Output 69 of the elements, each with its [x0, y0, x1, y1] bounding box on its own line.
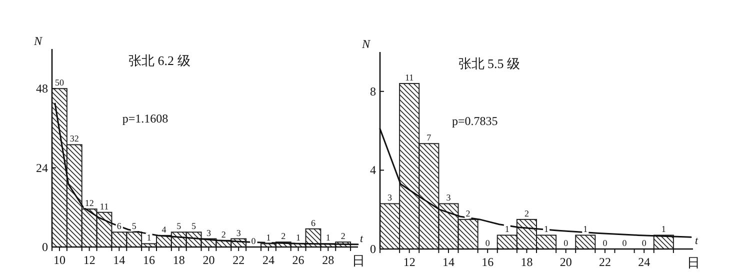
- x-tick-label: 22: [598, 255, 611, 269]
- line-series: [54, 102, 359, 246]
- x-tick-label: 26: [292, 253, 304, 267]
- y-axis-title: N: [32, 34, 43, 48]
- data-label: 2: [466, 208, 470, 218]
- data-label: 50: [54, 78, 64, 88]
- y-tick-label: 8: [370, 84, 376, 98]
- data-label: 5: [192, 221, 196, 232]
- data-label: 3: [388, 192, 392, 203]
- y-tick-label: 0: [42, 240, 48, 254]
- y-tick-label: 48: [36, 82, 48, 96]
- data-label: 2: [221, 229, 226, 240]
- data-label: 1: [583, 224, 588, 234]
- chart-title: 张北 6.2 级: [128, 52, 190, 68]
- data-label: 0: [564, 238, 568, 248]
- data-label: 2: [340, 231, 346, 242]
- x-tick-label: 22: [232, 253, 245, 267]
- y-tick-label: 4: [370, 163, 376, 178]
- data-label: 5: [132, 221, 136, 232]
- data-label: 1: [266, 232, 271, 243]
- data-label: 32: [70, 134, 79, 144]
- data-label: 11: [405, 72, 414, 83]
- data-label: 0: [251, 236, 256, 246]
- data-label: 1: [661, 224, 666, 234]
- data-label: 3: [446, 192, 451, 203]
- data-label: 6: [310, 218, 316, 228]
- x-tick-label: 12: [83, 253, 96, 267]
- y-tick-label: 0: [370, 242, 376, 256]
- x-tick-label: 24: [262, 253, 274, 267]
- annotation: p=0.7835: [452, 114, 498, 128]
- x-tick-label: 14: [442, 255, 454, 269]
- data-label: 5: [176, 221, 182, 232]
- x-tick-label: 20: [560, 255, 572, 269]
- x-tick-label: 14: [113, 253, 126, 267]
- x-tick-label: 10: [53, 253, 66, 267]
- x-tick-label: 18: [172, 253, 185, 267]
- data-label: 1: [296, 232, 301, 243]
- x-axis-title: t: [360, 233, 364, 245]
- data-label: 6: [116, 221, 122, 232]
- chart-title: 张北 5.5 级: [458, 56, 520, 71]
- data-label: 12: [84, 198, 94, 208]
- x-tick-label: 18: [520, 255, 533, 269]
- data-label: 3: [206, 228, 211, 238]
- data-label: 1: [146, 232, 152, 243]
- data-label: 2: [524, 208, 529, 218]
- data-label: 1: [326, 232, 330, 243]
- y-axis-title: N: [360, 37, 371, 51]
- x-tick-label: 28: [322, 253, 334, 267]
- annotation: p=1.1608: [122, 111, 168, 126]
- data-label: 1: [504, 224, 510, 234]
- x-tick-label: 20: [202, 253, 215, 267]
- data-label: 0: [485, 238, 490, 248]
- data-label: 2: [281, 231, 286, 242]
- data-label: 0: [642, 238, 646, 248]
- text: 日: [687, 255, 700, 270]
- data-label: 11: [100, 201, 109, 212]
- x-axis-title: t: [695, 235, 699, 247]
- data-label: 0: [622, 238, 627, 248]
- text: 日: [352, 253, 365, 268]
- y-tick-label: 24: [36, 160, 48, 175]
- x-tick-label: 16: [482, 255, 494, 269]
- x-tick-label: 12: [403, 255, 416, 269]
- data-label: 7: [426, 132, 432, 143]
- data-label: 0: [602, 238, 608, 248]
- x-tick-label: 24: [638, 255, 650, 269]
- data-label: 1: [544, 224, 549, 234]
- data-label: 3: [236, 228, 241, 238]
- data-label: 4: [162, 224, 166, 234]
- x-tick-label: 16: [143, 253, 156, 267]
